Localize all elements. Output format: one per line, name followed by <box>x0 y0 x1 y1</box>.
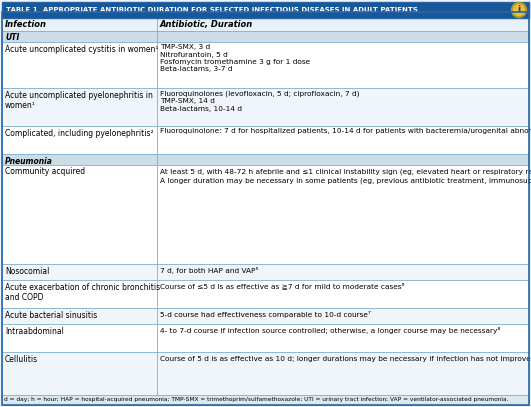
Bar <box>2 2 529 18</box>
Text: TABLE 1. APPROPRIATE ANTIBIOTIC DURATION FOR SELECTED INFECTIOUS DISEASES IN ADU: TABLE 1. APPROPRIATE ANTIBIOTIC DURATION… <box>6 7 418 13</box>
Bar <box>157 42 529 88</box>
Text: Pneumonia: Pneumonia <box>5 157 53 166</box>
Circle shape <box>513 4 525 15</box>
Text: Nosocomial: Nosocomial <box>5 267 49 276</box>
Bar <box>2 88 157 126</box>
Text: 7 d, for both HAP and VAP⁵: 7 d, for both HAP and VAP⁵ <box>160 267 259 274</box>
Bar <box>157 324 529 352</box>
Bar <box>2 42 157 88</box>
Bar <box>2 126 157 154</box>
Text: Course of ≤5 d is as effective as ≧7 d for mild to moderate cases⁶: Course of ≤5 d is as effective as ≧7 d f… <box>160 282 405 289</box>
Bar <box>2 31 157 42</box>
Bar <box>2 18 157 31</box>
Bar <box>157 352 529 395</box>
Bar <box>157 126 529 154</box>
Bar <box>157 308 529 324</box>
Bar <box>2 280 157 308</box>
Text: 5-d course had effectiveness comparable to 10-d course⁷: 5-d course had effectiveness comparable … <box>160 311 371 317</box>
Text: Acute bacterial sinusitis: Acute bacterial sinusitis <box>5 311 97 319</box>
Text: Cellulitis: Cellulitis <box>5 354 38 363</box>
Text: Course of 5 d is as effective as 10 d; longer durations may be necessary if infe: Course of 5 d is as effective as 10 d; l… <box>160 354 531 361</box>
Text: Community acquired: Community acquired <box>5 168 85 177</box>
Bar <box>2 154 157 165</box>
Text: Acute uncomplicated cystitis in women¹: Acute uncomplicated cystitis in women¹ <box>5 44 158 53</box>
Text: At least 5 d, with 48-72 h afebrile and ≤1 clinical instability sign (eg, elevat: At least 5 d, with 48-72 h afebrile and … <box>160 168 531 184</box>
Text: UTI: UTI <box>5 33 19 42</box>
Text: Infection: Infection <box>5 20 47 29</box>
Bar <box>157 154 529 165</box>
Bar <box>157 31 529 42</box>
Text: TMP-SMX, 3 d
Nitrofurantoin, 5 d
Fosfomycin tromethamine 3 g for 1 dose
Beta-lac: TMP-SMX, 3 d Nitrofurantoin, 5 d Fosfomy… <box>160 44 310 72</box>
Text: 4- to 7-d course if infection source controlled; otherwise, a longer course may : 4- to 7-d course if infection source con… <box>160 326 500 333</box>
Bar <box>2 165 157 264</box>
Text: Acute uncomplicated pyelonephritis in
women¹: Acute uncomplicated pyelonephritis in wo… <box>5 90 153 110</box>
Bar <box>2 395 529 405</box>
Text: Fluoroquinolones (levofloxacin, 5 d; ciprofloxacin, 7 d)
TMP-SMX, 14 d
Beta-lact: Fluoroquinolones (levofloxacin, 5 d; cip… <box>160 90 359 112</box>
Text: Intraabdominal: Intraabdominal <box>5 326 64 335</box>
Text: Fluoroquinolone: 7 d for hospitalized patients, 10-14 d for patients with bacter: Fluoroquinolone: 7 d for hospitalized pa… <box>160 129 531 134</box>
Text: Antibiotic, Duration: Antibiotic, Duration <box>160 20 253 29</box>
Bar <box>2 352 157 395</box>
Text: Acute exacerbation of chronic bronchitis
and COPD: Acute exacerbation of chronic bronchitis… <box>5 282 160 302</box>
Circle shape <box>511 2 527 18</box>
Text: i: i <box>517 6 520 15</box>
Bar <box>157 165 529 264</box>
Bar <box>157 18 529 31</box>
Bar <box>157 88 529 126</box>
Bar <box>157 264 529 280</box>
Bar <box>2 324 157 352</box>
Bar <box>2 264 157 280</box>
Bar <box>157 280 529 308</box>
Bar <box>2 308 157 324</box>
Text: Complicated, including pyelonephritis²: Complicated, including pyelonephritis² <box>5 129 153 138</box>
Text: d = day; h = hour; HAP = hospital-acquired pneumonia; TMP-SMX = trimethoprim/sul: d = day; h = hour; HAP = hospital-acquir… <box>4 396 509 401</box>
